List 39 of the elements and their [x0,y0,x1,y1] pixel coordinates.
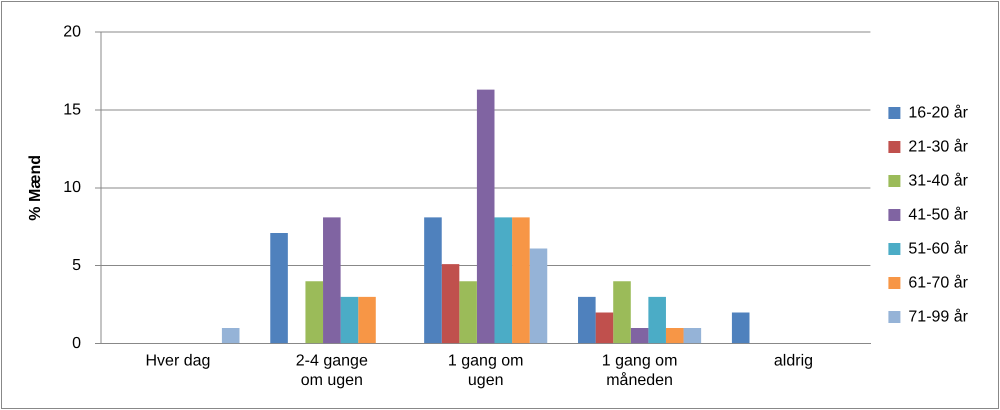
bar [442,264,460,344]
x-tick-label: 1 gang om ugen [448,352,524,389]
bar [648,296,666,344]
bar [305,281,324,344]
legend-label: 71-99 år [908,308,969,326]
legend-label: 51-60 år [908,240,969,258]
x-tick-label: 2-4 gange om ugen [296,352,368,389]
bar [578,296,596,344]
y-tick-label: 5 [72,257,82,274]
y-tick-label: 20 [63,23,82,40]
bar [323,217,341,344]
y-axis-title: % Mænd [27,154,44,221]
bar [270,232,288,344]
legend-label: 16-20 år [908,104,969,122]
bar [494,217,512,344]
bar [613,281,631,344]
x-tick-label: aldrig [774,352,814,370]
x-tick-label: 1 gang om måneden [602,352,678,389]
bar [424,217,442,344]
bar [630,328,648,344]
legend-label: 41-50 år [908,206,969,224]
bar [512,217,530,344]
y-tick-label: 15 [63,101,82,118]
bar [596,312,614,344]
legend-label: 21-30 år [908,138,969,156]
x-tick-label: Hver dag [145,352,210,370]
y-tick-label: 0 [72,335,82,352]
bar [459,281,477,344]
legend-label: 31-40 år [908,172,969,190]
bar [340,296,358,344]
bar [222,328,240,344]
bar [530,248,548,344]
legend-label: 61-70 år [908,274,969,292]
bar [666,328,684,344]
bar [476,90,494,344]
bar [684,328,702,344]
y-tick-label: 10 [63,179,82,196]
bar [732,312,750,344]
bar [358,296,376,344]
